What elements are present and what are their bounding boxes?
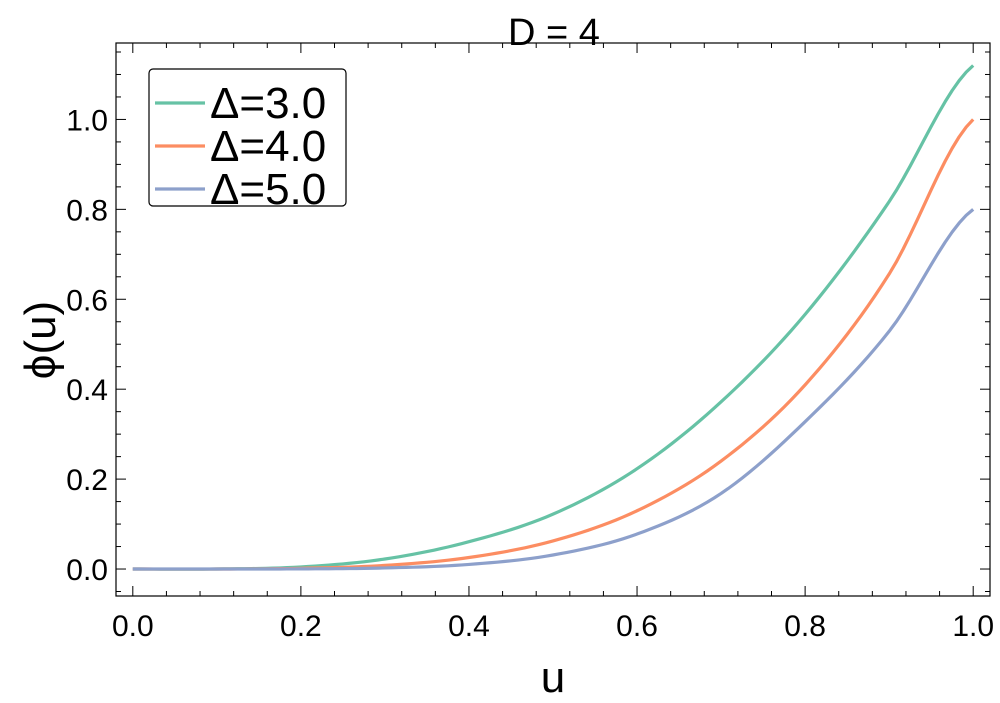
x-tick-label: 0.6 bbox=[616, 610, 658, 643]
legend: Δ=3.0Δ=4.0Δ=5.0 bbox=[148, 68, 347, 214]
y-tick-label: 0.4 bbox=[66, 374, 108, 407]
x-axis-title: u bbox=[541, 653, 565, 702]
x-tick-label: 0.8 bbox=[784, 610, 826, 643]
y-tick-label: 0.0 bbox=[66, 554, 108, 587]
legend-label-2: Δ=4.0 bbox=[210, 122, 326, 171]
x-tick-label: 0.2 bbox=[280, 610, 322, 643]
chart-title: D = 4 bbox=[508, 12, 600, 54]
axis-ticks bbox=[116, 43, 990, 596]
y-tick-label: 0.2 bbox=[66, 464, 108, 497]
plot-frame bbox=[115, 42, 991, 597]
x-tick-label: 0.4 bbox=[448, 610, 490, 643]
y-axis-title: ϕ(u) bbox=[16, 301, 65, 379]
series-line-3 bbox=[132, 208, 975, 571]
x-tick-label: 1.0 bbox=[952, 610, 994, 643]
x-tick-label: 0.0 bbox=[112, 610, 154, 643]
y-tick-label: 0.6 bbox=[66, 284, 108, 317]
legend-label-3: Δ=5.0 bbox=[210, 165, 326, 214]
tick-labels: 0.0 0.2 0.4 0.6 0.8 1.0 0.0 0.2 0.4 0.6 0.8 1.0 bbox=[66, 104, 994, 643]
legend-label-1: Δ=3.0 bbox=[210, 79, 326, 128]
y-tick-label: 1.0 bbox=[66, 104, 108, 137]
y-tick-label: 0.8 bbox=[66, 194, 108, 227]
series-lines bbox=[132, 64, 975, 571]
